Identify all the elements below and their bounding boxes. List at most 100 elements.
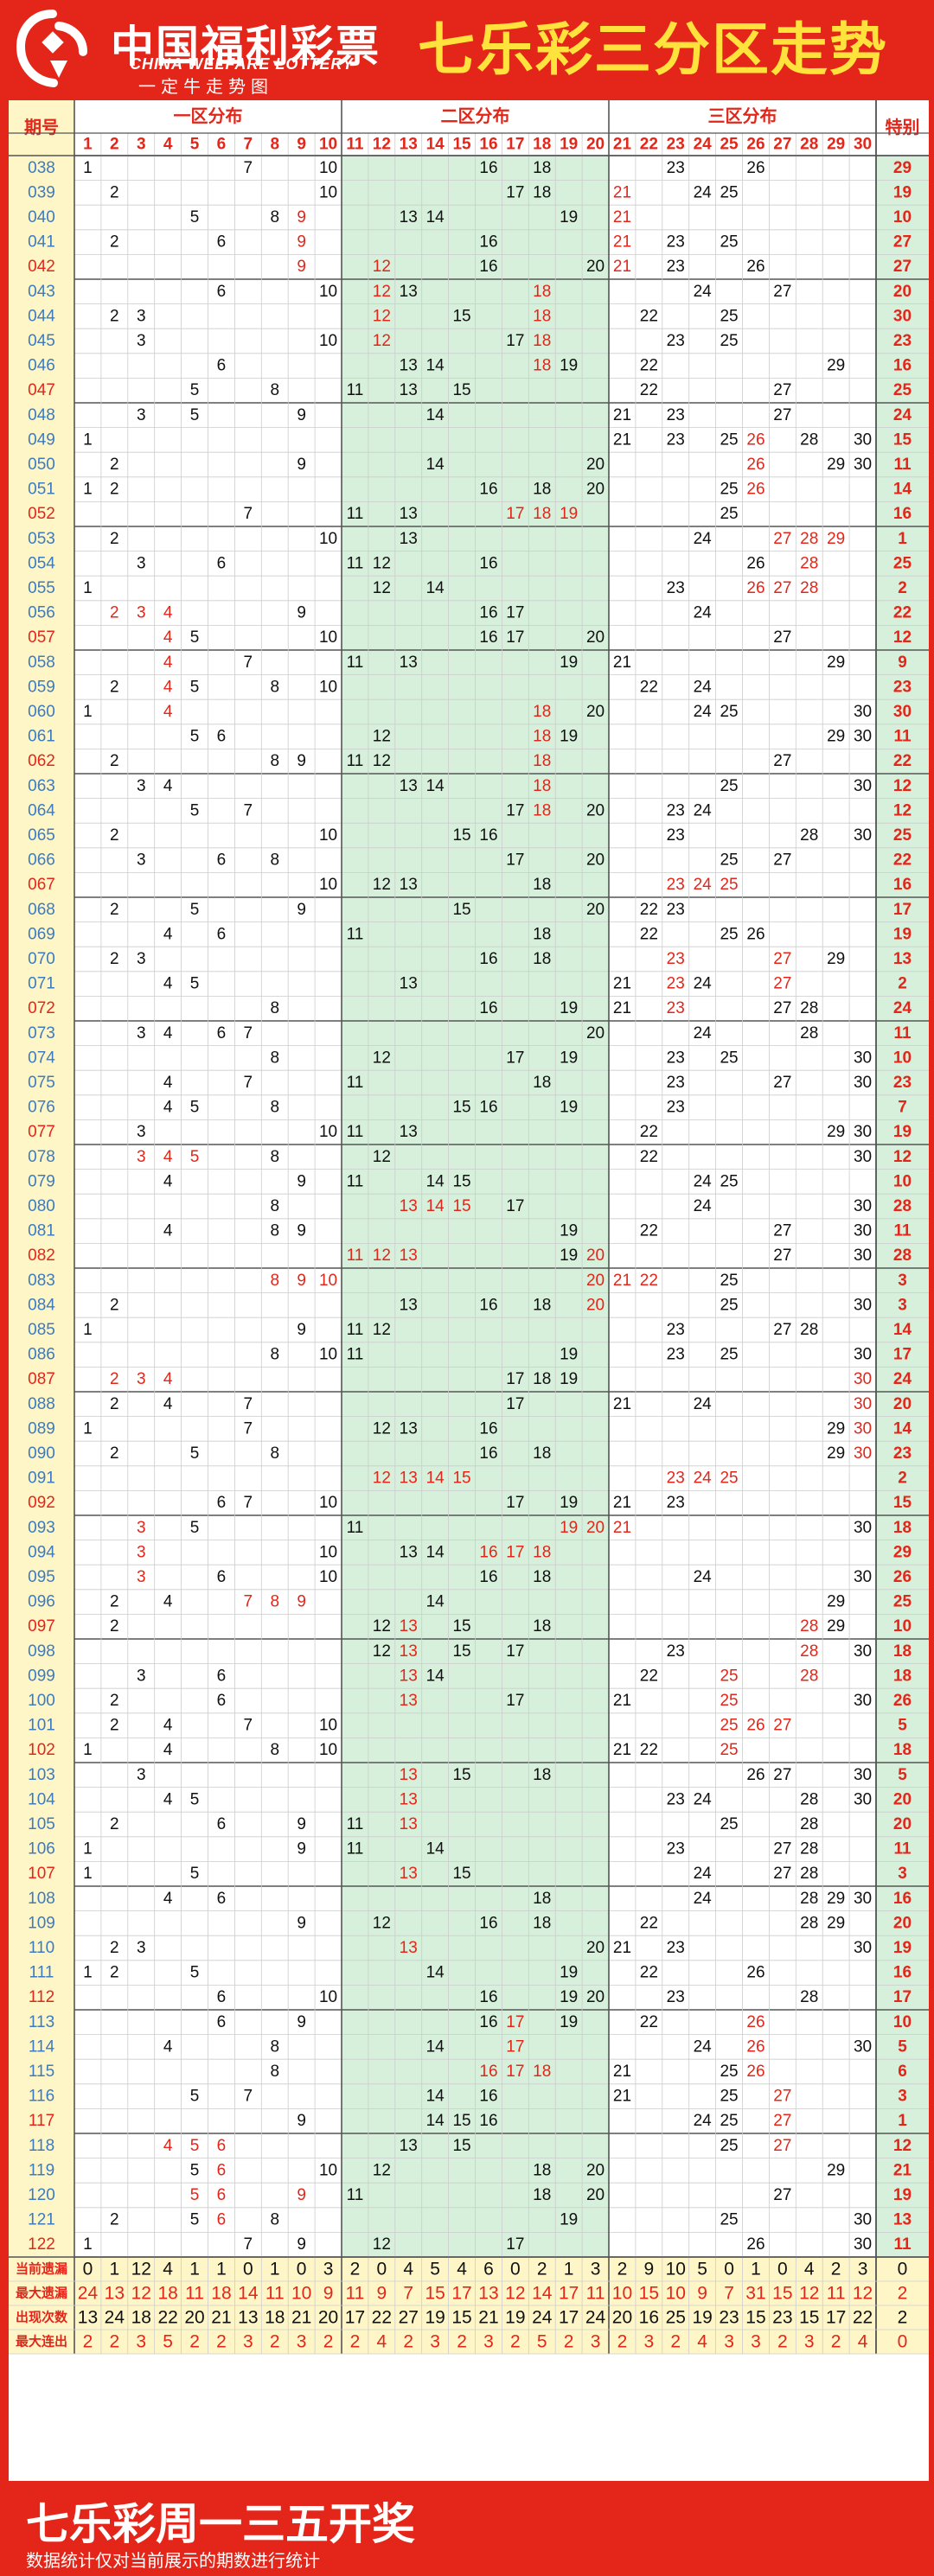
special-number: 14 [893,481,912,499]
drawn-number: 21 [613,430,631,449]
issue-number: 073 [28,1024,55,1043]
drawn-number: 11 [347,554,364,572]
drawn-number: 6 [217,283,227,301]
drawn-number: 25 [720,1172,738,1190]
drawn-number: 21 [613,1519,631,1537]
drawn-number: 3 [137,332,146,350]
drawn-number: 7 [244,1494,253,1512]
special-number: 16 [893,357,912,375]
drawn-number: 6 [217,357,227,375]
stats-value: 21 [478,2308,498,2328]
stats-value: 24 [532,2308,553,2328]
drawn-number: 23 [667,159,685,177]
drawn-number: 24 [694,876,713,894]
drawn-number: 18 [533,481,551,499]
special-number: 22 [893,604,912,622]
drawn-number: 25 [720,703,738,721]
drawn-number: 9 [297,1840,306,1859]
drawn-number: 26 [746,159,764,177]
drawn-number: 6 [217,728,227,746]
drawn-number: 10 [319,283,337,301]
drawn-number: 24 [694,283,713,301]
issue-number: 092 [28,1494,55,1512]
drawn-number: 16 [479,1543,497,1561]
column-number-label: 10 [319,136,337,154]
drawn-number: 5 [190,2161,200,2179]
drawn-number: 18 [533,950,551,968]
drawn-number: 22 [640,901,658,919]
drawn-number: 3 [137,1667,146,1685]
special-number: 24 [893,999,912,1017]
drawn-number: 12 [373,2161,391,2179]
drawn-number: 2 [110,1593,119,1611]
drawn-number: 17 [506,1642,524,1661]
drawn-number: 6 [217,1988,227,2006]
drawn-number: 24 [694,703,713,721]
drawn-number: 8 [270,1049,279,1067]
drawn-number: 23 [667,975,685,993]
drawn-number: 3 [137,604,146,622]
drawn-number: 18 [533,1444,551,1463]
special-number: 12 [893,2137,912,2155]
drawn-number: 10 [319,2161,337,2179]
drawn-number: 19 [560,2013,578,2031]
drawn-number: 30 [854,1197,872,1215]
drawn-number: 20 [586,1988,605,2006]
stats-value: 9 [644,2260,655,2280]
drawn-number: 9 [297,258,306,276]
drawn-number: 27 [773,406,791,424]
drawn-number: 9 [297,1222,306,1240]
footer-note: 数据统计仅对当前展示的期数进行统计 [26,2552,320,2571]
drawn-number: 27 [773,975,791,993]
stats-value: 17 [559,2308,579,2328]
drawn-number: 6 [217,1568,227,1586]
special-number: 17 [893,1346,912,1364]
drawn-number: 28 [800,1815,818,1833]
drawn-number: 11 [347,1172,364,1190]
drawn-number: 11 [347,654,364,672]
special-number: 20 [893,283,912,301]
issue-number: 081 [28,1222,55,1240]
stats-value: 1 [216,2260,227,2280]
drawn-number: 28 [800,1890,818,1908]
drawn-number: 5 [190,2088,200,2106]
drawn-number: 1 [83,1419,93,1438]
drawn-number: 17 [506,1370,524,1388]
drawn-number: 4 [163,777,173,795]
special-number: 1 [898,530,907,548]
special-number: 11 [893,1222,912,1240]
drawn-number: 3 [137,1543,146,1561]
drawn-number: 6 [217,1692,227,1710]
drawn-number: 25 [720,1346,738,1364]
drawn-number: 3 [137,1519,146,1537]
drawn-number: 22 [640,925,658,943]
drawn-number: 27 [773,1865,791,1883]
issue-number: 042 [28,258,55,276]
issue-number: 099 [28,1667,55,1685]
drawn-number: 22 [640,1123,658,1141]
special-column-background [876,156,929,2257]
special-number: 23 [893,678,912,696]
drawn-number: 16 [479,999,497,1017]
stats-label: 当前遗漏 [16,2261,67,2277]
drawn-number: 21 [613,1741,631,1759]
drawn-number: 2 [110,307,119,325]
special-number: 16 [893,876,912,894]
stats-value: 3 [751,2332,761,2352]
drawn-number: 1 [83,1964,93,1982]
drawn-number: 22 [640,357,658,375]
drawn-number: 16 [479,2013,497,2031]
issue-number: 039 [28,183,55,201]
drawn-number: 28 [800,1617,818,1636]
drawn-number: 8 [270,2063,279,2081]
drawn-number: 8 [270,678,279,696]
stats-value: 0 [724,2260,734,2280]
special-number: 14 [893,1419,912,1438]
drawn-number: 4 [163,2137,173,2155]
drawn-number: 15 [452,1617,470,1636]
trend-table-frame: 期号 一区分布 二区分布 三区分布 特别 1 2 3 4 5 6 7 8 9 10 11 12 13 14 15 16 1… [9,100,929,2481]
drawn-number: 13 [400,1197,418,1215]
drawn-number: 17 [506,1197,524,1215]
drawn-number: 27 [773,579,791,597]
issue-number: 102 [28,1741,55,1759]
